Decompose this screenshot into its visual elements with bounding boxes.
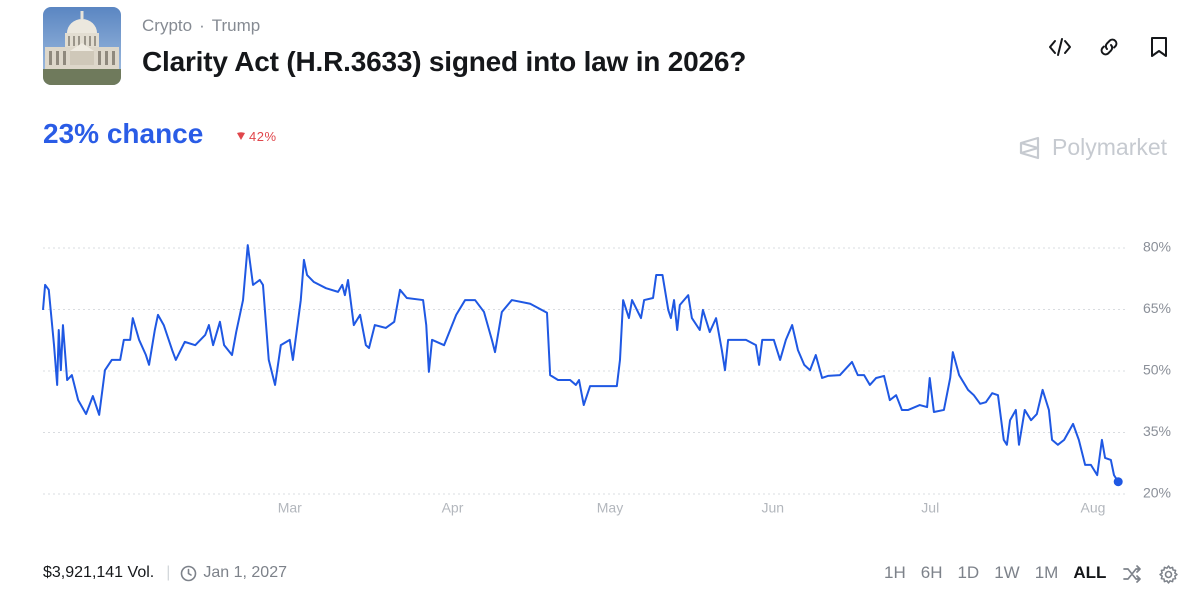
y-tick-label: 35% (1143, 423, 1171, 439)
y-tick-label: 20% (1143, 485, 1171, 501)
x-tick-label: Jun (761, 500, 784, 516)
clock-icon (181, 565, 197, 581)
market-stats: $3,921,141 Vol. | Jan 1, 2027 (43, 564, 287, 582)
range-button[interactable]: 1W (994, 563, 1020, 582)
market-title: Clarity Act (H.R.3633) signed into law i… (142, 46, 747, 77)
volume: $3,921,141 Vol. (43, 564, 155, 581)
divider: | (166, 564, 171, 581)
end-date: Jan 1, 2027 (203, 564, 287, 581)
range-button[interactable]: 1H (884, 563, 906, 582)
range-button[interactable]: ALL (1073, 563, 1107, 582)
range-button[interactable]: 1M (1034, 563, 1059, 582)
market-thumbnail (43, 7, 121, 85)
range-button[interactable]: 6H (920, 563, 943, 582)
embed-button[interactable] (1048, 36, 1072, 58)
tag-link[interactable]: Trump (211, 16, 261, 35)
brand-watermark: Polymarket (1018, 134, 1167, 161)
x-tick-label: Aug (1081, 500, 1106, 516)
current-point (1113, 477, 1123, 487)
copy-link-button[interactable] (1097, 35, 1121, 59)
down-arrow (237, 132, 245, 140)
bookmark-button[interactable] (1148, 35, 1170, 59)
range-selector: 1H 6H 1D 1W 1M ALL (884, 563, 1121, 583)
x-tick-label: Jul (921, 500, 939, 516)
x-tick-label: Apr (442, 500, 464, 516)
settings-button[interactable] (1158, 564, 1179, 585)
change-indicator: 42% (236, 129, 277, 144)
brand-name: Polymarket (1052, 134, 1168, 160)
change-value: 42% (249, 129, 277, 144)
brand-logo (1019, 136, 1040, 159)
range-button[interactable]: 1D (957, 563, 980, 582)
category-link[interactable]: Crypto (142, 16, 193, 35)
price-line (42, 244, 1120, 483)
y-tick-label: 50% (1143, 362, 1171, 378)
y-tick-label: 80% (1143, 239, 1171, 255)
separator-dot: · (199, 16, 205, 35)
chance-label: 23% chance (43, 118, 204, 149)
x-tick-label: May (597, 500, 623, 516)
y-tick-label: 65% (1143, 300, 1171, 316)
breadcrumbs: Crypto · Trump (142, 16, 260, 36)
x-tick-label: Mar (278, 500, 302, 516)
shuffle-button[interactable] (1122, 564, 1142, 584)
